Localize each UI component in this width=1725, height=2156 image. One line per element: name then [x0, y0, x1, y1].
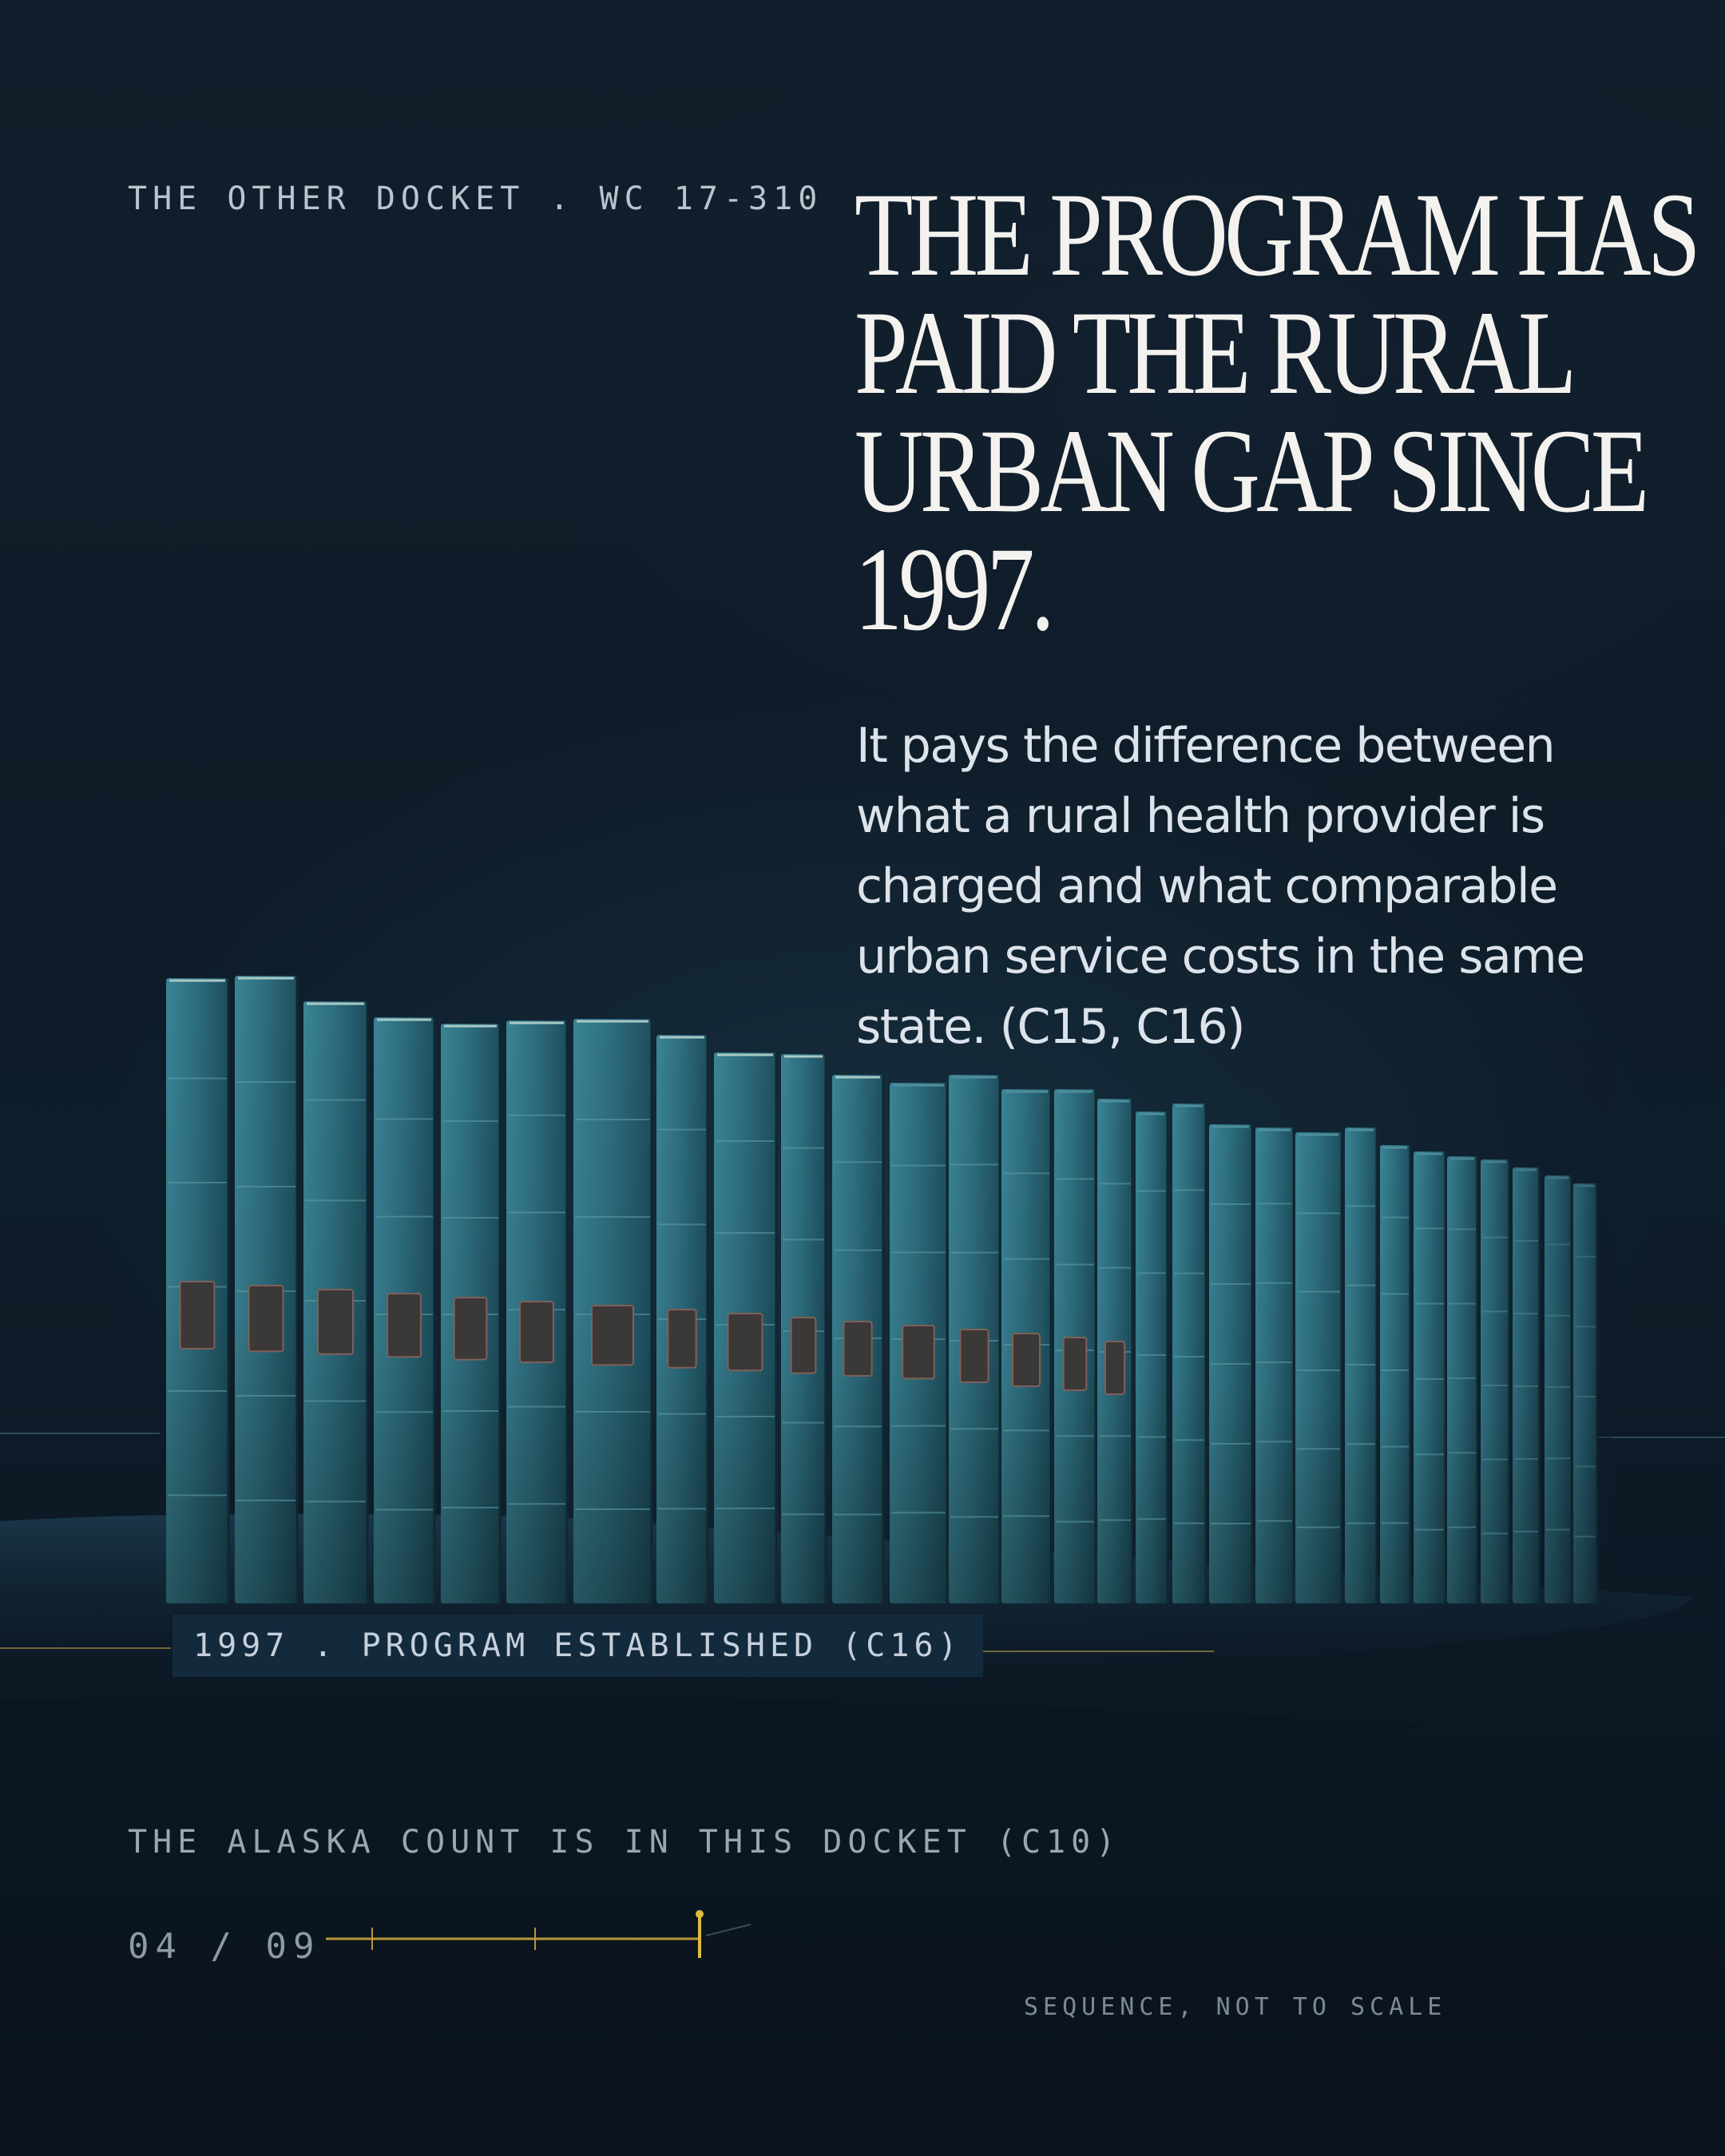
- binder-label-slot: [387, 1293, 422, 1358]
- footnote: THE ALASKA COUNT IS IN THIS DOCKET (C10): [128, 1824, 1121, 1861]
- binder-label-slot: [1011, 1333, 1041, 1387]
- body-paragraph: It pays the difference between what a ru…: [856, 718, 1585, 1055]
- binder-spine: [303, 1001, 369, 1603]
- binder-label-slot: [248, 1285, 284, 1353]
- binder-label-slot: [179, 1281, 216, 1349]
- binder-label-slot: [727, 1313, 763, 1372]
- binder-label-slot: [591, 1305, 634, 1366]
- progress-track-continuation: [705, 1924, 751, 1936]
- page-counter: 04 / 09: [128, 1926, 321, 1967]
- baseline-label: 1997 . PROGRAM ESTABLISHED (C16): [172, 1615, 983, 1677]
- headline-line: 1997.: [855, 523, 1055, 656]
- binder-spine: [781, 1054, 827, 1603]
- binder-label-slot: [1062, 1337, 1088, 1391]
- binder-label-slot: [317, 1289, 354, 1355]
- binder-spine: [1054, 1089, 1097, 1603]
- floor-ellipse: [0, 1696, 1438, 1757]
- binder-row-fade: [1118, 1038, 1613, 1613]
- scale-note: SEQUENCE, NOT TO SCALE: [1024, 1993, 1447, 2021]
- binder-spine: [441, 1024, 502, 1603]
- binder-spine: [1001, 1089, 1053, 1603]
- binder-label-slot: [959, 1329, 989, 1383]
- binder-spine: [506, 1021, 569, 1603]
- binder-spine: [832, 1075, 885, 1603]
- binder-label-slot: [790, 1317, 817, 1374]
- headline-line: PAID THE RURAL: [855, 287, 1576, 419]
- binder-spine: [890, 1083, 949, 1603]
- binder-spine: [573, 1019, 653, 1603]
- binder-spine: [235, 976, 299, 1603]
- binder-spine: [166, 978, 230, 1603]
- binder-label-slot: [902, 1325, 935, 1380]
- binder-spine: [714, 1052, 778, 1603]
- binder-spine: [949, 1075, 1001, 1603]
- binder-spine: [374, 1017, 436, 1603]
- docket-kicker: THE OTHER DOCKET . WC 17-310: [128, 180, 823, 217]
- binder-spine: [656, 1035, 709, 1603]
- progress-track: [326, 1910, 751, 1958]
- binder-label-slot: [667, 1309, 697, 1369]
- progress-current-dot: [696, 1910, 704, 1918]
- binder-label-slot: [453, 1297, 488, 1361]
- binder-label-slot: [843, 1321, 873, 1377]
- binder-label-slot: [519, 1301, 554, 1363]
